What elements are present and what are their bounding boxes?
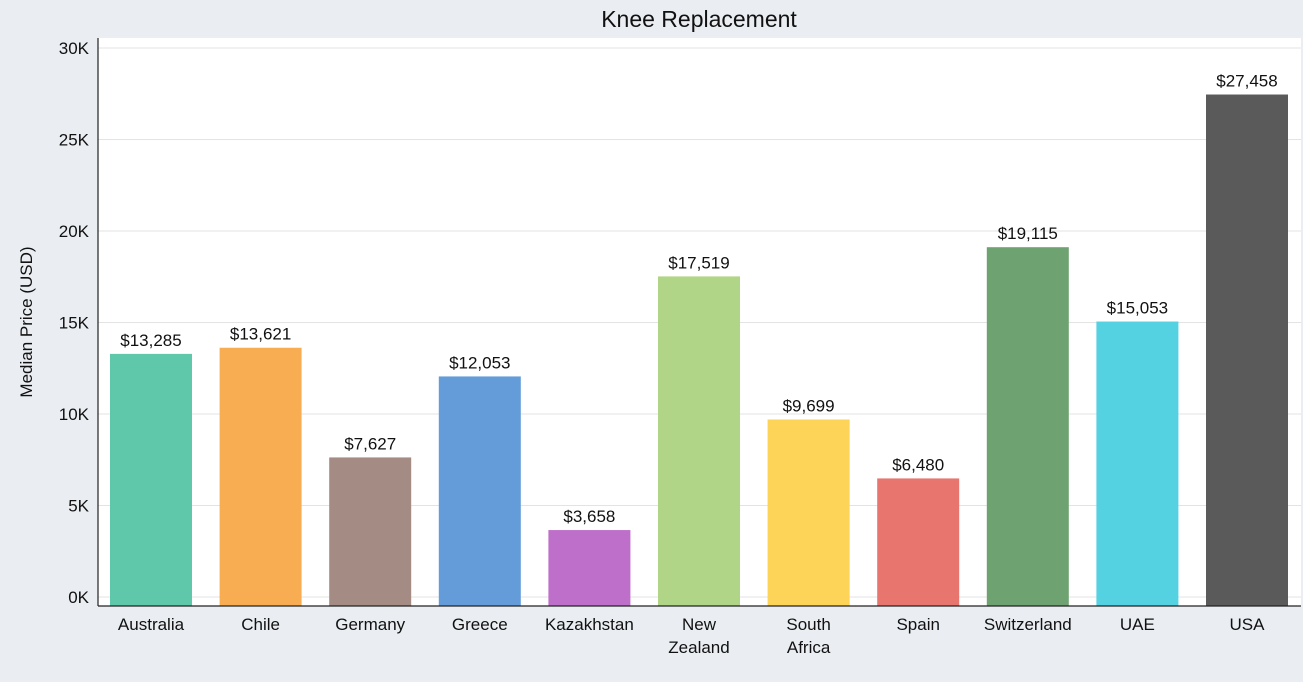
data-label: $27,458 [1216,72,1277,91]
bar [438,376,521,606]
bar [1206,94,1288,606]
bar [329,457,412,606]
x-tick-label: USA [1230,615,1266,634]
data-label: $17,519 [668,253,729,272]
data-label: $3,658 [563,507,615,526]
y-tick-label: 0K [68,588,89,607]
data-label: $15,053 [1107,299,1168,318]
x-tick-label: Kazakhstan [545,615,634,634]
y-tick-label: 15K [59,314,90,333]
y-tick-label: 20K [59,222,90,241]
y-tick-label: 5K [68,497,89,516]
y-tick-label: 10K [59,405,90,424]
x-tick-label: Australia [118,615,185,634]
bar [110,353,192,606]
y-tick-label: 30K [59,39,90,58]
data-label: $13,285 [120,331,181,350]
x-tick-label: Switzerland [984,615,1072,634]
x-tick-label: Greece [452,615,508,634]
x-tick-label: Chile [241,615,280,634]
data-label: $7,627 [344,434,396,453]
x-tick-label: Spain [896,615,939,634]
bar [986,247,1069,606]
data-label: $6,480 [892,455,944,474]
data-label: $9,699 [783,397,835,416]
y-tick-labels: 0K 5K 10K 15K 20K 25K 30K [59,39,90,607]
bar [877,478,960,606]
x-tick-labels: Australia Chile Germany Greece Kazakhstan New… [118,615,1265,657]
bar [548,530,631,606]
data-label: $19,115 [998,224,1058,243]
x-tick-label: South Africa [786,615,830,657]
x-tick-label: New Zealand [668,615,729,657]
bar [767,419,850,606]
y-axis-title: Median Price (USD) [17,246,36,397]
bar [658,276,740,606]
y-tick-label: 25K [59,131,90,150]
bar [1096,321,1179,606]
value-labels: $13,285 $13,621 $7,627 $12,053 $3,658 $17,519… [120,72,1277,527]
bars [110,94,1288,606]
data-label: $12,053 [449,353,510,372]
chart-title: Knee Replacement [601,6,797,32]
data-label: $13,621 [230,325,291,344]
bar [219,347,302,606]
x-tick-label: Germany [335,615,405,634]
x-tick-label: UAE [1120,615,1155,634]
